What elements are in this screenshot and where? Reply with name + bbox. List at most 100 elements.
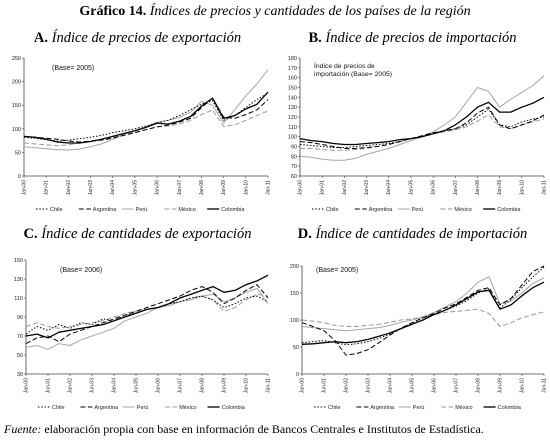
x-tick-label: Jan-10 (519, 180, 525, 196)
x-tick-label: Jan-08 (476, 378, 482, 394)
x-tick-label: Jan-09 (221, 180, 227, 196)
x-tick-label: Jun-05 (134, 378, 140, 394)
panel-title-c: C. Índice de cantidades de exportación (0, 225, 275, 243)
panel-title-text: Índice de cantidades de exportación (41, 226, 252, 242)
x-tick-label: Jun-09 (222, 378, 228, 394)
legend-label: Chile (52, 405, 65, 411)
legend-label: Argentina (369, 207, 393, 213)
panel-title-text: Índice de precios de importación (325, 30, 517, 46)
panel-title-a: A. Índice de precios de exportación (0, 29, 275, 47)
y-tick-label: 100 (290, 318, 299, 324)
chart-panel-d: 0 50 100 150 200 Jan-00 Jun-01 Jan-02 Jun-03 Jan-… (280, 246, 550, 418)
y-tick-label: 150 (290, 291, 299, 297)
y-tick-label: 50 (17, 353, 23, 359)
legend-label: Chile (50, 207, 63, 213)
panel-letter: B. (308, 30, 322, 46)
series-line-peru (25, 288, 269, 350)
x-tick-label: Jan-08 (199, 180, 205, 196)
source-text: elaboración propia con base en informaci… (41, 422, 484, 436)
x-tick-label: Jan-11 (266, 180, 272, 195)
y-tick-label: 80 (291, 154, 297, 160)
series-line-colombia (25, 274, 269, 339)
series-line-argentina (23, 97, 269, 143)
x-tick-label: Jun-07 (178, 378, 184, 394)
series-line-argentina (25, 284, 269, 345)
legend-label: Argentina (93, 207, 117, 213)
y-tick-label: 110 (14, 296, 23, 302)
y-tick-label: 110 (288, 125, 297, 131)
y-tick-label: 30 (17, 372, 23, 378)
series-line-chile (25, 295, 269, 335)
series-line-colombia (23, 91, 269, 144)
series-line-mexico (301, 308, 545, 327)
y-tick-label: 150 (12, 103, 21, 109)
legend-label: México (454, 207, 471, 213)
x-tick-label: Jan-10 (520, 378, 526, 394)
series-line-colombia (301, 281, 545, 345)
legend-label: Perú (412, 207, 424, 213)
y-tick-label: 50 (15, 150, 21, 156)
chart-annotation: Índice de precios de (314, 61, 375, 70)
legend-label: México (455, 405, 472, 411)
y-tick-label: 0 (296, 372, 299, 378)
chart-export-prices: 0 50 100 150 200 250 Jan-00 Jan-01 Jan-02 Jan-03 J… (12, 56, 272, 213)
y-tick-label: 180 (288, 56, 297, 62)
legend-label: Colombia (497, 207, 521, 213)
y-tick-label: 50 (293, 345, 299, 351)
x-tick-label: Jan-10 (243, 180, 249, 196)
x-tick-label: Jan-04 (110, 180, 116, 196)
chart-import-quantities: 0 50 100 150 200 Jan-00 Jun-01 Jan-02 Jun-03 Jan-… (290, 264, 548, 411)
legend-label: Colombia (498, 405, 522, 411)
chart-annotation: (Base= 2005) (316, 267, 358, 274)
x-tick-label: Jan-03 (364, 180, 370, 196)
panel-letter: D. (297, 226, 312, 242)
y-tick-label: 130 (14, 277, 23, 283)
y-tick-label: 130 (288, 105, 297, 111)
legend-label: Argentina (370, 405, 394, 411)
chart-import-prices: 60 70 80 90 100 110 120 130 140 150 160 170 180 Jan-0… (288, 56, 548, 213)
y-tick-label: 60 (291, 174, 297, 180)
legend-label: Chile (326, 207, 339, 213)
x-tick-label: Jun-07 (454, 378, 460, 394)
series-line-peru (301, 276, 545, 332)
legend-label: Colombia (221, 207, 245, 213)
panel-letter: C. (23, 226, 38, 242)
panel-title-text: Índice de precios de exportación (51, 30, 242, 46)
x-tick-label: Jun-05 (410, 378, 416, 394)
series-line-mexico (300, 114, 545, 151)
x-tick-label: Jan-03 (88, 180, 94, 196)
legend-label: México (179, 405, 196, 411)
x-tick-label: Jan-02 (342, 180, 348, 196)
x-tick-label: Jun-03 (366, 378, 372, 394)
legend-label: Perú (137, 405, 149, 411)
x-tick-label: Jan-06 (155, 180, 161, 196)
chart-panel-c: 30 50 70 90 110 130 150 Jan-00 Jun-01 Jan-02 Jun-0… (4, 246, 274, 418)
y-tick-label: 140 (288, 95, 297, 101)
legend-label: México (178, 207, 195, 213)
chart-panel-a: 0 50 100 150 200 250 Jan-00 Jan-01 Jan-02 Jan-03 J… (4, 50, 274, 220)
x-tick-label: Jan-06 (431, 180, 437, 196)
y-tick-label: 170 (288, 66, 297, 72)
x-tick-label: Jan-02 (68, 378, 74, 394)
x-tick-label: Jan-04 (112, 378, 118, 394)
x-tick-label: Jan-07 (177, 180, 183, 196)
x-tick-label: Jan-04 (386, 180, 392, 196)
y-tick-label: 70 (291, 164, 297, 170)
panel-title-b: B. Índice de precios de importación (275, 29, 550, 47)
x-tick-label: Jan-00 (298, 180, 304, 196)
series-line-colombia (299, 96, 545, 146)
x-tick-label: Jan-04 (388, 378, 394, 394)
x-tick-label: Jan-10 (244, 378, 250, 394)
y-tick-label: 90 (291, 145, 297, 151)
x-tick-label: Jun-11 (266, 378, 272, 393)
y-tick-label: 160 (288, 76, 297, 82)
legend-label: Perú (413, 405, 425, 411)
x-tick-label: Jun-11 (542, 378, 548, 393)
x-tick-label: Jan-08 (200, 378, 206, 394)
series-line-chile (301, 266, 545, 346)
x-tick-label: Jan-01 (44, 180, 50, 196)
figure-number: Gráfico 14. (79, 4, 147, 19)
y-tick-label: 100 (288, 135, 297, 141)
y-tick-label: 200 (290, 264, 299, 270)
panel-title-d: D. Índice de cantidades de importación (275, 225, 550, 243)
